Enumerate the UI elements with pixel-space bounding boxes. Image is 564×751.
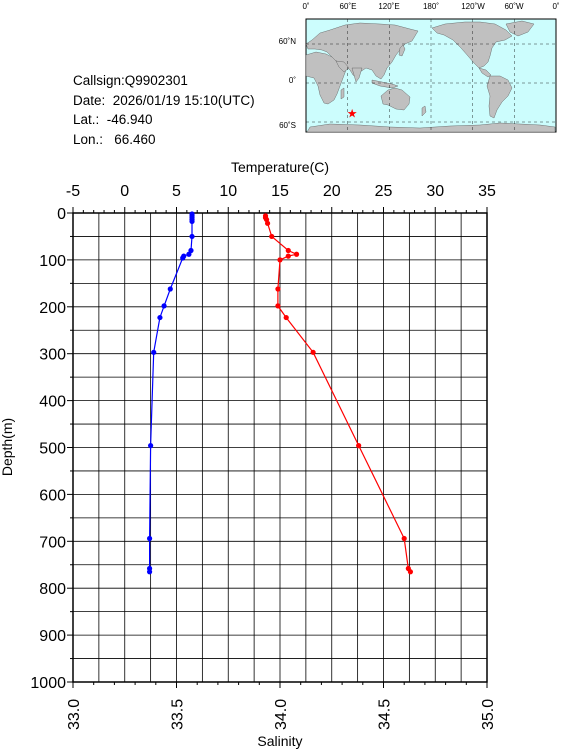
salinity-axis-label: Salinity (257, 733, 302, 749)
salinity-tick-label: 34.0 (273, 699, 290, 730)
longitude-label: Lon.: 66.460 (73, 131, 156, 147)
depth-tick-label: 400 (39, 394, 66, 411)
south-america-landmass (486, 75, 513, 119)
temperature-point (189, 218, 195, 225)
depth-tick-label: 700 (39, 534, 66, 551)
temperature-tick-label: 20 (323, 183, 341, 200)
salinity-tick-label: 33.0 (66, 699, 83, 730)
map-lon-label: 0˚ (552, 2, 559, 11)
salinity-point (264, 220, 271, 226)
temperature-axis-label: Temperature(C) (231, 159, 329, 175)
depth-ticks: 0 100 200 300 400 500 600 700 800 900 1000 (30, 206, 73, 692)
salinity-point (310, 349, 316, 355)
temperature-tick-label: 10 (219, 183, 237, 200)
depth-tick-label: 100 (39, 253, 66, 270)
depth-tick-label: 1000 (30, 675, 66, 692)
australia-landmass (380, 87, 411, 111)
north-america-landmass (431, 21, 513, 69)
depth-tick-label: 300 (39, 347, 66, 364)
map-lon-label: 180˚ (423, 2, 439, 11)
temperature-tick-label: 35 (478, 183, 496, 200)
temperature-point (146, 535, 153, 542)
salinity-ticks: 33.0 33.5 34.0 34.5 35.0 (66, 682, 497, 730)
salinity-point (401, 535, 407, 542)
date-label: Date: 2026/01/19 15:10(UTC) (73, 92, 255, 108)
central-america-landmass (478, 67, 492, 78)
salinity-point (407, 569, 414, 575)
salinity-point (293, 251, 300, 257)
salinity-point (283, 314, 289, 321)
salinity-point (269, 233, 275, 240)
depth-tick-label: 500 (39, 441, 66, 458)
float-info: Callsign:Q9902301 Date: 2026/01/19 15:10… (73, 71, 255, 149)
map-lon-label: 120˚W (461, 2, 485, 11)
salinity-point (285, 247, 291, 254)
africa-landmass (305, 51, 347, 105)
map-lon-label: 60˚W (504, 2, 524, 11)
temperature-point (180, 255, 186, 261)
indonesia-landmass (371, 79, 399, 89)
latitude-label: Lat.: -46.940 (73, 112, 153, 127)
temperature-tick-label: -5 (66, 183, 80, 200)
float-location-star: ★ (347, 107, 358, 121)
map-lon-label: 60˚E (340, 2, 357, 11)
salinity-tick-label: 35.0 (480, 699, 497, 730)
depth-tick-label: 200 (39, 300, 66, 317)
temperature-ticks: -5 0 5 10 15 20 25 30 35 (66, 183, 496, 213)
salinity-line (264, 215, 411, 573)
salinity-point (285, 253, 291, 259)
depth-tick-label: 0 (57, 206, 66, 223)
salinity-point (275, 303, 281, 309)
temperature-point (167, 286, 173, 292)
map-lat-label: 0˚ (289, 76, 296, 85)
temperature-tick-label: 0 (120, 183, 129, 200)
depth-tick-label: 900 (39, 628, 66, 645)
arabia-landmass (335, 60, 350, 73)
temperature-point (146, 569, 153, 575)
map-lon-label: 120˚E (378, 2, 399, 11)
callsign-label: Callsign:Q9902301 (73, 73, 188, 88)
depth-tick-label: 600 (39, 487, 66, 504)
temperature-tick-label: 25 (375, 183, 393, 200)
chart-grid (73, 213, 487, 682)
map-tick-labels: 0˚ 60˚E 120˚E 180˚ 120˚W 60˚W 0˚ 60˚N 0˚… (279, 2, 560, 130)
map-land (305, 20, 556, 133)
salinity-point (356, 443, 362, 449)
temperature-point (157, 314, 163, 321)
japan-landmass (398, 44, 406, 57)
salinity-point (275, 286, 281, 292)
map-lat-label: 60˚S (279, 121, 296, 130)
salinity-point (277, 257, 283, 263)
temperature-point (148, 443, 154, 449)
temperature-point (151, 349, 157, 355)
location-map: 0˚ 60˚E 120˚E 180˚ 120˚W 60˚W 0˚ 60˚N 0˚… (279, 2, 560, 133)
map-graticule (306, 19, 556, 132)
map-lat-label: 60˚N (279, 37, 297, 46)
depth-axis-label: Depth(m) (0, 418, 15, 476)
salinity-tick-label: 34.5 (377, 699, 394, 730)
temperature-point (186, 251, 192, 257)
temperature-tick-label: 15 (271, 183, 289, 200)
temperature-tick-label: 30 (426, 183, 444, 200)
new-zealand-landmass (421, 105, 427, 117)
temperature-point (161, 303, 167, 309)
greenland-landmass (505, 20, 535, 37)
temperature-tick-label: 5 (172, 183, 181, 200)
madagascar-landmass (340, 87, 345, 100)
profile-series (146, 211, 414, 575)
temperature-point (189, 233, 195, 240)
map-lon-label: 0˚ (302, 2, 309, 11)
salinity-tick-label: 33.5 (170, 699, 187, 730)
india-landmass (351, 67, 363, 83)
depth-tick-label: 800 (39, 581, 66, 598)
